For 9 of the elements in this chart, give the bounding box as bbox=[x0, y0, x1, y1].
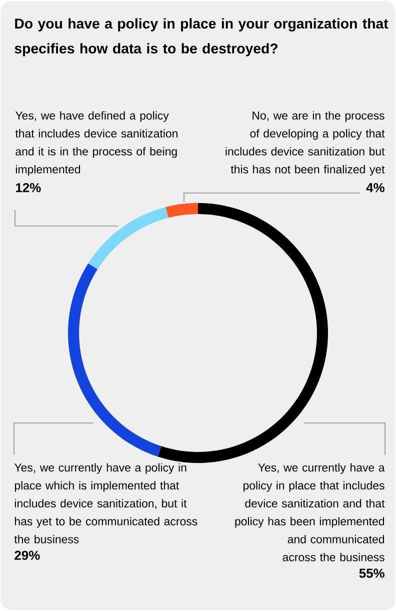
data-label: 55% bbox=[359, 568, 384, 578]
data-label: 29% bbox=[14, 550, 40, 560]
slice-label: No, we are in the process of developing a policy that includes device sanitization but this has not been finalized yet bbox=[226, 111, 385, 176]
slice-label: Yes, we currently have a policy in place which is implemented that includes device sanitization, but it has yet to be communicated across the business bbox=[14, 463, 198, 544]
data-label: 12% bbox=[16, 183, 41, 192]
slice-label: Yes, we have defined a policy that includes device sanitization and it is in the process of being implemented bbox=[15, 111, 178, 176]
data-label: 4% bbox=[366, 183, 384, 192]
slice-label: Yes, we currently have a policy in place that includes device sanitization and that policy has been implemented and communicated across the business bbox=[235, 463, 385, 562]
chart-title: Do you have a policy in place in your organization that specifies how data is to be destroyed? bbox=[14, 18, 388, 56]
